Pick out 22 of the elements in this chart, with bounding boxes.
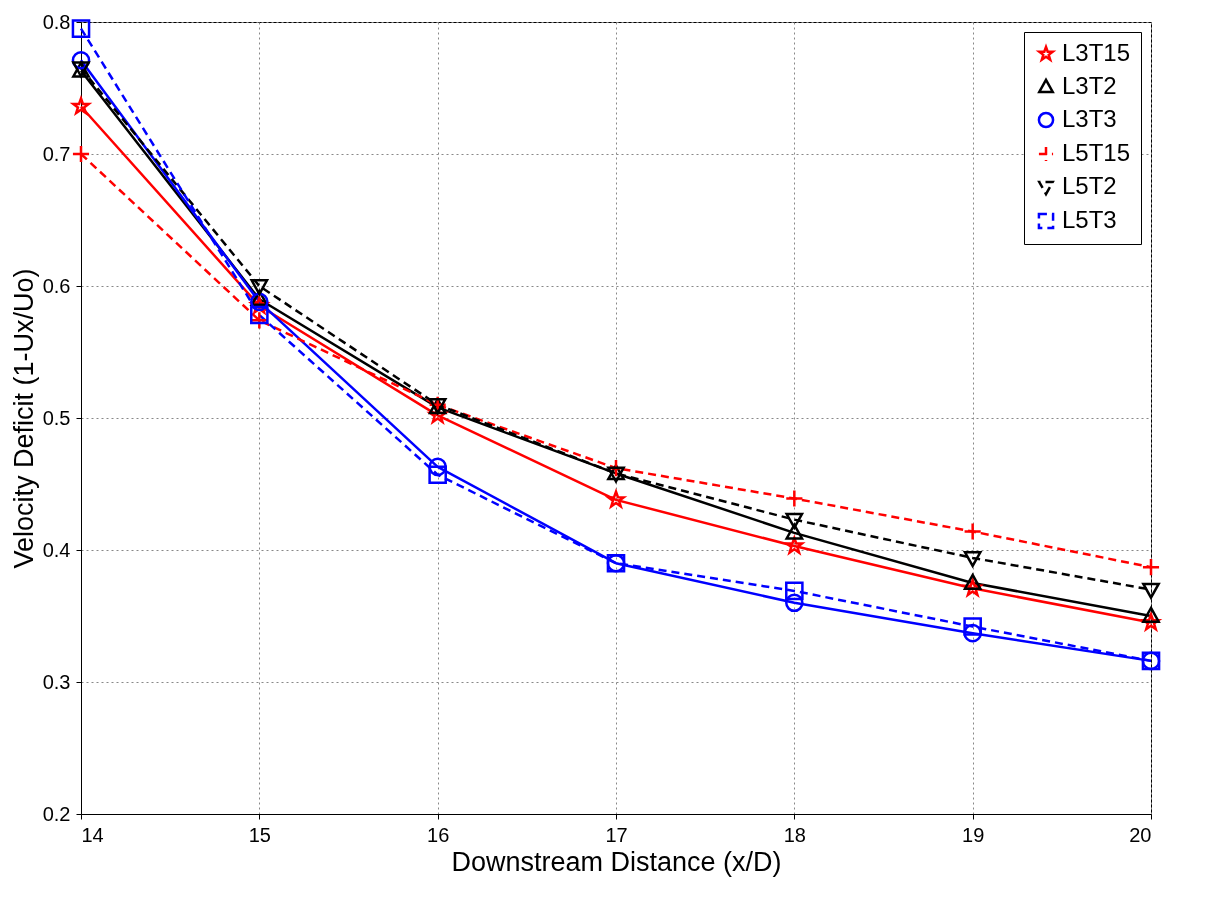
legend-label: L3T15 [1062, 39, 1131, 66]
x-tick-label: 19 [962, 823, 985, 846]
legend-label: L5T15 [1062, 139, 1131, 166]
y-tick-label: 0.2 [42, 802, 71, 825]
y-tick-label: 0.6 [42, 274, 71, 297]
y-axis-title: Velocity Deficit (1-Ux/Uo) [8, 268, 39, 569]
x-tick-label: 18 [783, 823, 806, 846]
y-tick-label: 0.5 [42, 406, 71, 429]
y-tick-label: 0.8 [42, 10, 71, 33]
x-tick-label: 20 [1129, 823, 1152, 846]
x-axis-title: Downstream Distance (x/D) [451, 846, 782, 877]
x-tick-label: 15 [248, 823, 271, 846]
y-tick-label: 0.4 [42, 538, 71, 561]
x-tick-label: 17 [605, 823, 628, 846]
x-tick-label: 16 [427, 823, 450, 846]
legend-label: L3T2 [1062, 72, 1117, 99]
x-tick-label: 14 [81, 823, 104, 846]
y-tick-label: 0.7 [42, 142, 71, 165]
legend-label: L3T3 [1062, 105, 1117, 132]
y-tick-label: 0.3 [42, 670, 71, 693]
legend-label: L5T3 [1062, 206, 1117, 233]
legend-label: L5T2 [1062, 172, 1117, 199]
